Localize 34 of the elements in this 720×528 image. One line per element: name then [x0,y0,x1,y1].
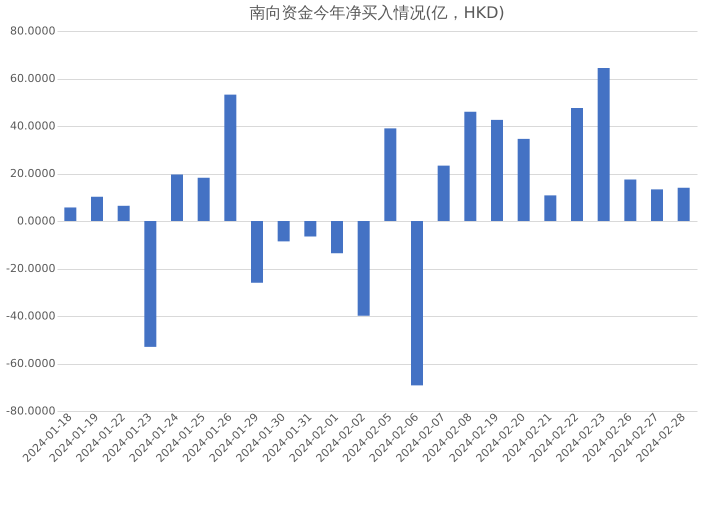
bar [651,189,663,221]
bar [251,221,263,283]
y-tick-label: -60.0000 [6,357,56,370]
bar [571,108,583,221]
bar [171,174,183,221]
bar [91,196,103,221]
bar [64,207,76,221]
bar [224,94,236,221]
bar [624,179,636,221]
chart-title: 南向资金今年净买入情况(亿，HKD) [249,3,505,22]
bar [118,206,130,221]
bar [304,221,316,236]
bar [144,221,156,347]
bar [491,120,503,221]
bar [598,68,610,221]
bar [331,221,343,254]
bar [384,128,396,221]
bar [411,221,423,386]
bar [464,112,476,221]
bar [278,221,290,242]
bar [544,195,556,221]
y-tick-label: 80.0000 [10,24,56,38]
bar [518,138,530,221]
y-tick-label: -80.0000 [6,404,56,418]
y-tick-label: 0.0000 [17,214,56,228]
y-tick-label: -40.0000 [6,310,56,322]
bar [438,166,450,221]
bar [198,178,210,221]
y-tick-label: 60.0000 [10,72,56,85]
y-tick-label: 20.0000 [10,167,56,180]
bar [678,188,690,221]
y-tick-label: 40.0000 [10,120,56,132]
y-tick-label: -20.0000 [6,262,56,275]
bar [358,221,370,316]
